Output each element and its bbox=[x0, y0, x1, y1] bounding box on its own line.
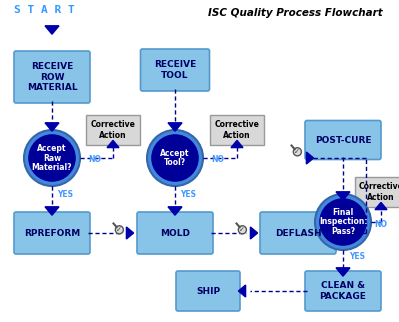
Polygon shape bbox=[126, 227, 134, 239]
Polygon shape bbox=[336, 268, 350, 276]
Polygon shape bbox=[107, 140, 119, 147]
FancyBboxPatch shape bbox=[140, 49, 209, 91]
Text: SHIP: SHIP bbox=[196, 287, 220, 296]
Text: YES: YES bbox=[57, 190, 73, 199]
Text: YES: YES bbox=[349, 252, 365, 261]
Text: MOLD: MOLD bbox=[160, 229, 190, 238]
Polygon shape bbox=[168, 123, 182, 131]
Text: Corrective
Action: Corrective Action bbox=[91, 120, 135, 140]
Text: Corrective
Action: Corrective Action bbox=[359, 182, 399, 202]
Polygon shape bbox=[336, 192, 350, 200]
FancyBboxPatch shape bbox=[137, 212, 213, 254]
Polygon shape bbox=[45, 123, 59, 131]
Text: ✓: ✓ bbox=[294, 149, 299, 155]
FancyBboxPatch shape bbox=[355, 177, 399, 207]
Text: POST-CURE: POST-CURE bbox=[315, 136, 371, 145]
Polygon shape bbox=[45, 26, 59, 34]
Polygon shape bbox=[168, 207, 182, 215]
Circle shape bbox=[24, 130, 80, 186]
FancyBboxPatch shape bbox=[14, 212, 90, 254]
Text: Corrective
Action: Corrective Action bbox=[215, 120, 259, 140]
Text: NO: NO bbox=[374, 220, 387, 229]
Text: ✓: ✓ bbox=[116, 227, 121, 233]
FancyBboxPatch shape bbox=[176, 271, 240, 311]
Circle shape bbox=[238, 226, 247, 234]
Text: NO: NO bbox=[211, 155, 224, 164]
FancyBboxPatch shape bbox=[305, 120, 381, 159]
Text: RPREFORM: RPREFORM bbox=[24, 229, 80, 238]
FancyBboxPatch shape bbox=[210, 115, 264, 145]
Polygon shape bbox=[375, 203, 387, 210]
Circle shape bbox=[315, 194, 371, 250]
Polygon shape bbox=[45, 207, 59, 215]
Polygon shape bbox=[251, 227, 258, 239]
Polygon shape bbox=[238, 285, 246, 297]
Text: S T A R T: S T A R T bbox=[14, 5, 75, 15]
Circle shape bbox=[319, 198, 367, 246]
Polygon shape bbox=[306, 152, 314, 164]
Text: Accept
Raw
Material?: Accept Raw Material? bbox=[32, 144, 72, 172]
FancyBboxPatch shape bbox=[260, 212, 336, 254]
FancyBboxPatch shape bbox=[86, 115, 140, 145]
Text: DEFLASH: DEFLASH bbox=[275, 229, 321, 238]
FancyBboxPatch shape bbox=[14, 51, 90, 103]
Circle shape bbox=[293, 148, 301, 156]
Text: RECEIVE
TOOL: RECEIVE TOOL bbox=[154, 60, 196, 80]
Circle shape bbox=[115, 226, 123, 234]
Text: NO: NO bbox=[88, 155, 101, 164]
Text: RECEIVE
ROW
MATERIAL: RECEIVE ROW MATERIAL bbox=[27, 62, 77, 92]
Circle shape bbox=[28, 134, 76, 182]
Text: Accept
Tool?: Accept Tool? bbox=[160, 149, 190, 167]
Text: CLEAN &
PACKAGE: CLEAN & PACKAGE bbox=[320, 281, 366, 301]
Text: Final
Inspection:
Pass?: Final Inspection: Pass? bbox=[319, 208, 367, 236]
FancyBboxPatch shape bbox=[305, 271, 381, 311]
Circle shape bbox=[147, 130, 203, 186]
Text: ISC Quality Process Flowchart: ISC Quality Process Flowchart bbox=[207, 8, 382, 18]
Text: YES: YES bbox=[180, 190, 196, 199]
Circle shape bbox=[151, 134, 199, 182]
Text: ✓: ✓ bbox=[239, 227, 244, 233]
Polygon shape bbox=[231, 140, 243, 147]
